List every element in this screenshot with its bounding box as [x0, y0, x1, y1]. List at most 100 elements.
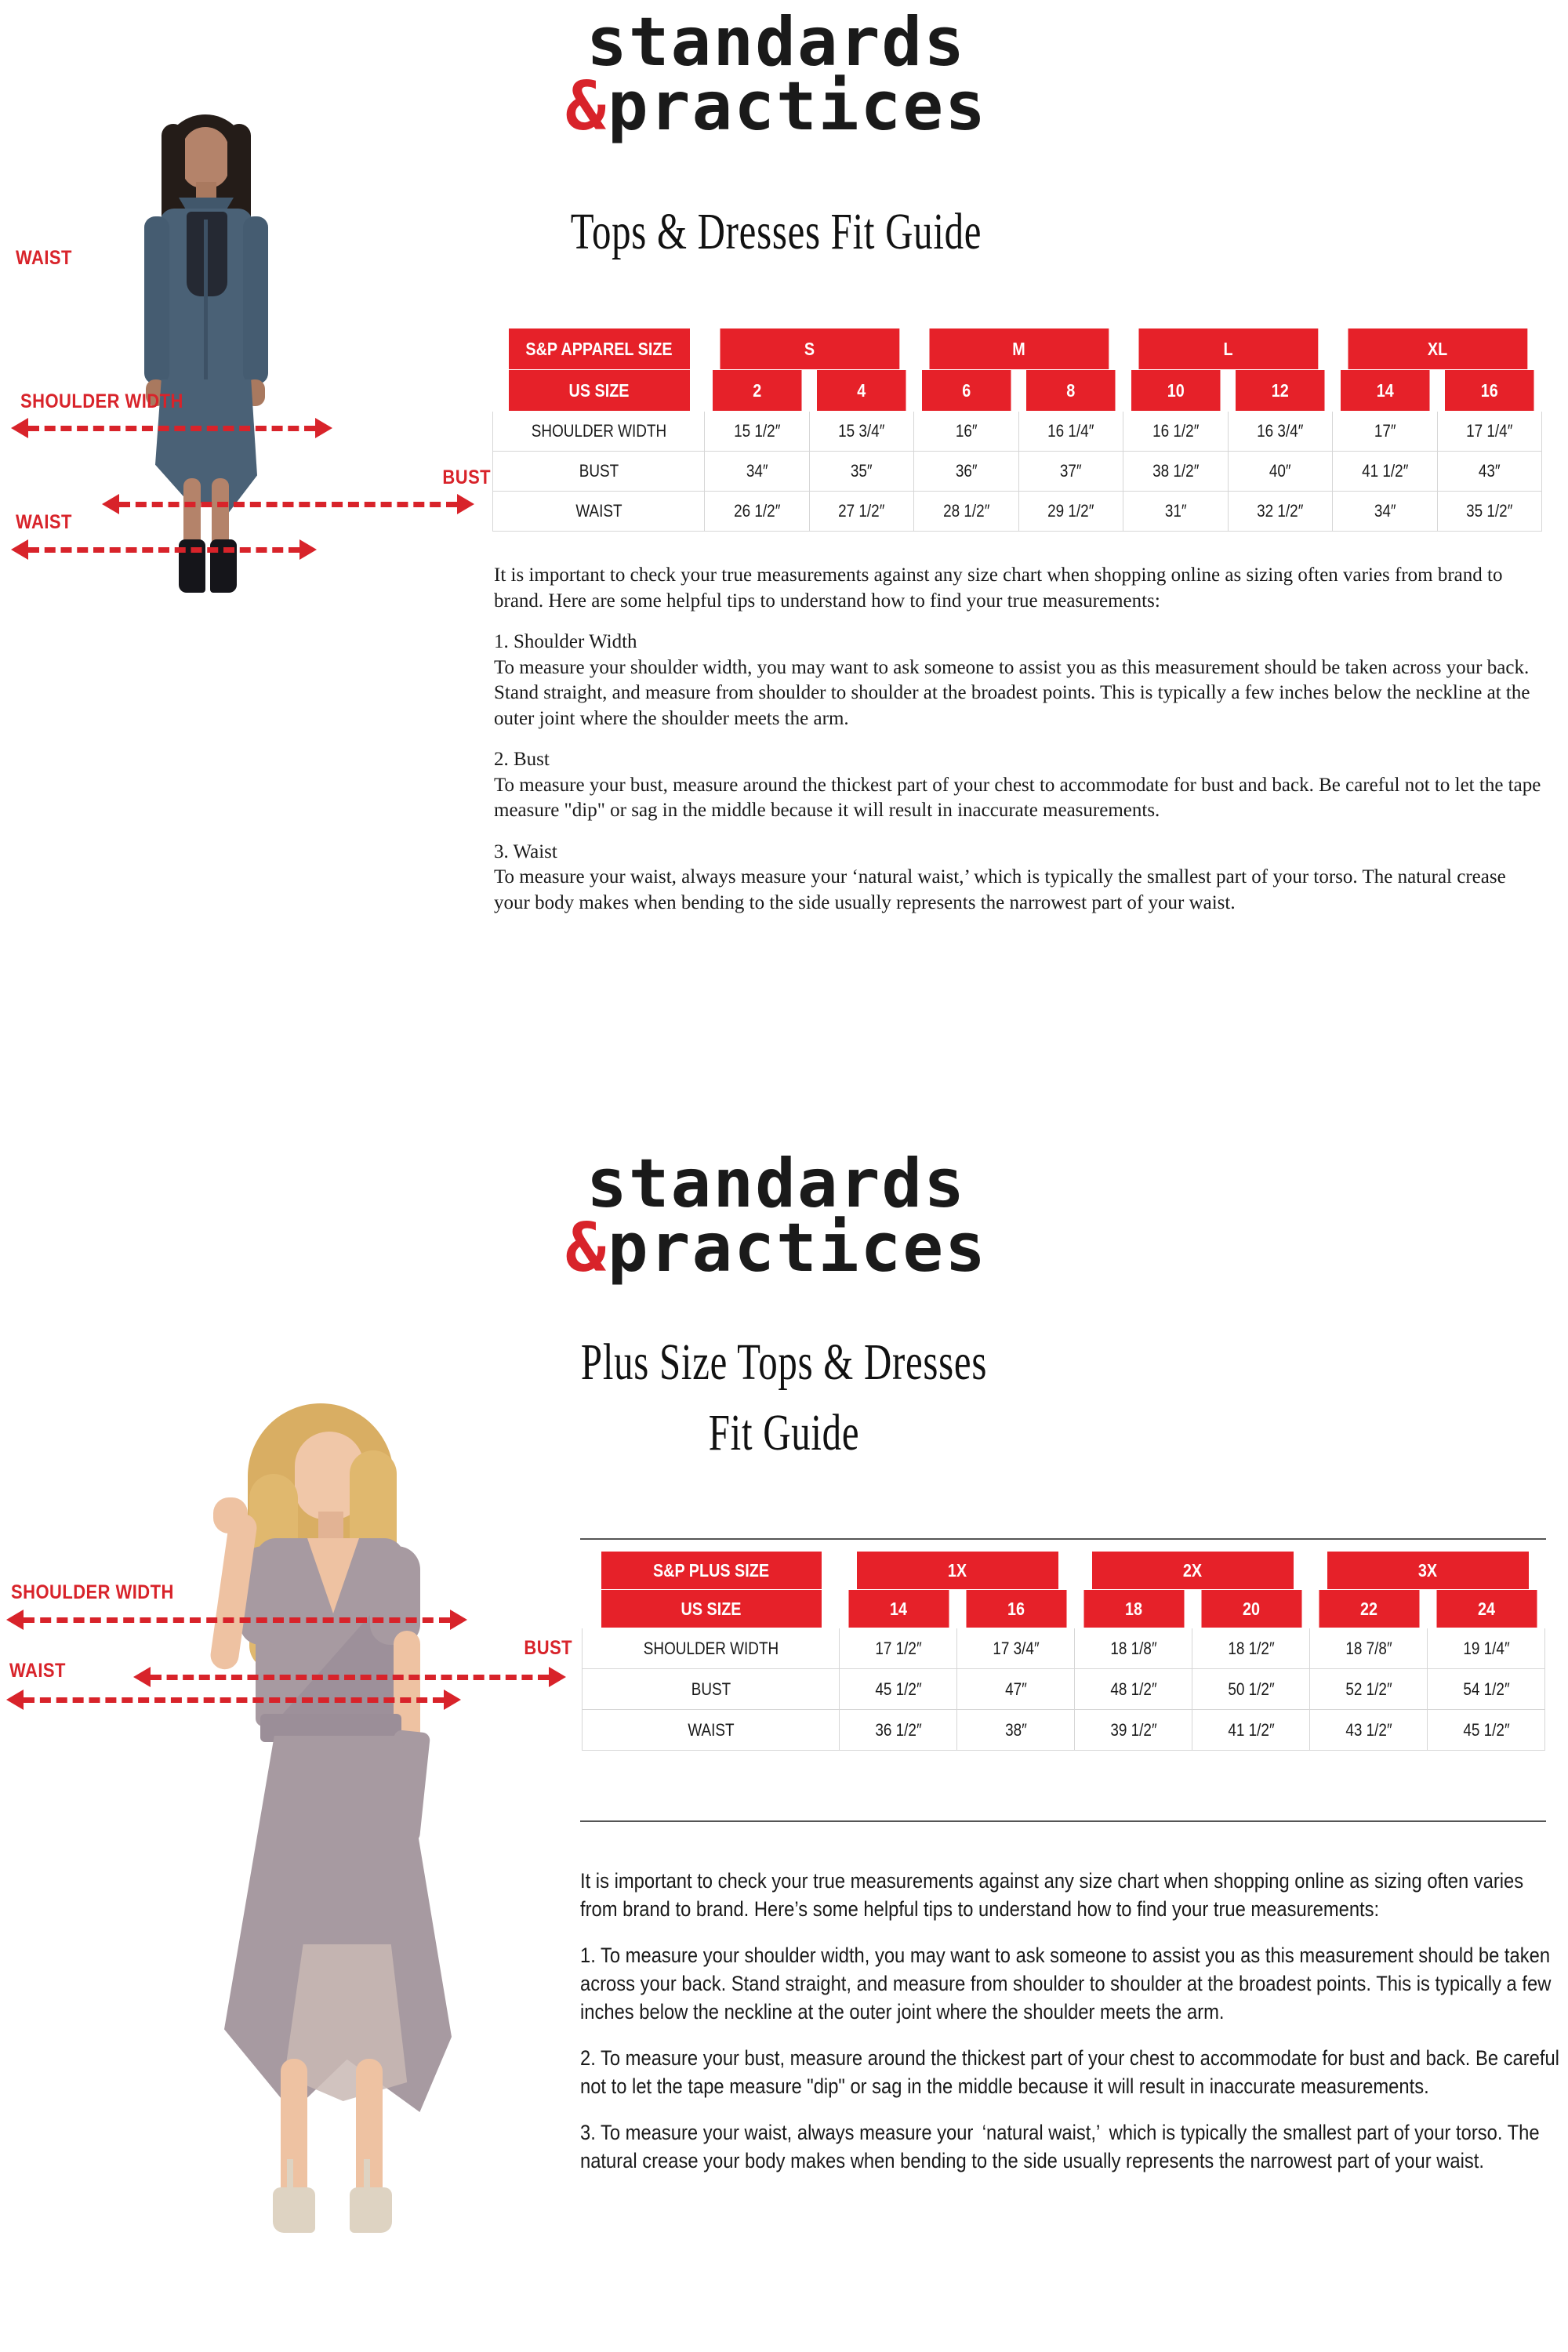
model-heel-strap-left — [287, 2159, 293, 2194]
header-alpha-l: L — [1137, 328, 1319, 370]
model-button-placket — [204, 220, 208, 455]
cell-bust-2: 34″ — [711, 451, 803, 492]
header-alpha-s: S — [718, 328, 900, 370]
header-us-18: 18 — [1082, 1589, 1185, 1628]
cell-bust-20: 50 1/2″ — [1200, 1668, 1302, 1710]
brand-ampersand: & — [565, 1208, 608, 1287]
cell-waist-4: 27 1/2″ — [815, 491, 907, 532]
annotation-arrow-waist-plus — [6, 1690, 461, 1710]
model-leg-right — [212, 478, 229, 550]
header-us-size: US SIZE — [600, 1589, 822, 1628]
cell-bust-18: 48 1/2″ — [1082, 1668, 1185, 1710]
arrowhead-right-icon — [457, 494, 474, 514]
cell-shoulder-14: 17″ — [1339, 411, 1431, 452]
size-chart-standard: S&P APPAREL SIZE S M L XL US SIZE 2 4 6 … — [492, 328, 1542, 532]
annotation-arrow-bust-standard — [102, 494, 474, 514]
section1-tip2-body: To measure your bust, measure around the… — [494, 774, 1541, 822]
header-apparel-size: S&P APPAREL SIZE — [506, 328, 691, 370]
table-header-row-us: US SIZE 14 16 18 20 22 24 — [583, 1589, 1545, 1628]
cell-shoulder-22: 18 7/8″ — [1317, 1628, 1420, 1669]
row-label-waist: WAIST — [506, 491, 691, 532]
header-plus-size: S&P PLUS SIZE — [600, 1551, 822, 1590]
arrowhead-left-icon — [11, 418, 28, 438]
header-alpha-xl: XL — [1346, 328, 1528, 370]
cell-bust-16: 43″ — [1443, 451, 1535, 492]
row-label-shoulder-width: SHOULDER WIDTH — [506, 411, 691, 452]
cell-shoulder-16: 17 1/4″ — [1443, 411, 1535, 452]
section1-copy: It is important to check your true measu… — [494, 563, 1544, 931]
cell-waist-14: 36 1/2″ — [847, 1709, 949, 1751]
arrowhead-left-icon — [11, 539, 28, 560]
model-leg-left — [281, 2059, 307, 2200]
cell-bust-14: 45 1/2″ — [847, 1668, 949, 1710]
annotation-label-shoulder-width-plus: SHOULDER WIDTH — [11, 1581, 174, 1603]
header-us-12: 12 — [1234, 369, 1326, 412]
cell-waist-8: 29 1/2″ — [1025, 491, 1116, 532]
cell-shoulder-4: 15 3/4″ — [815, 411, 907, 452]
table-row: WAIST 26 1/2″ 27 1/2″ 28 1/2″ 29 1/2″ 31… — [493, 491, 1542, 532]
section2-title-line1: Plus Size Tops & Dresses — [580, 1334, 988, 1391]
section2-intro: It is important to check your true measu… — [580, 1869, 1524, 1921]
arrowhead-left-icon — [133, 1667, 151, 1687]
header-us-10: 10 — [1130, 369, 1221, 412]
section2-copy: It is important to check your true measu… — [580, 1867, 1560, 2194]
table-header-row-alpha: S&P APPAREL SIZE S M L XL — [493, 328, 1542, 370]
cell-waist-2: 26 1/2″ — [711, 491, 803, 532]
arrowhead-right-icon — [299, 539, 317, 560]
model-sleeve-right — [370, 1546, 420, 1645]
section1-tip1-body: To measure your shoulder width, you may … — [494, 656, 1530, 729]
cell-waist-12: 32 1/2″ — [1234, 491, 1326, 532]
section2-tip2: 2. To measure your bust, measure around … — [580, 2046, 1559, 2098]
section1-tip3-body: To measure your waist, always measure yo… — [494, 866, 1506, 913]
header-us-8: 8 — [1025, 369, 1116, 412]
cell-bust-8: 37″ — [1025, 451, 1116, 492]
cell-waist-14: 34″ — [1339, 491, 1431, 532]
brand-logo-line2: &practices — [486, 1214, 1066, 1282]
divider-below-plus-table — [580, 1820, 1546, 1822]
annotation-label-bust-standard: BUST — [442, 466, 492, 488]
cell-shoulder-2: 15 1/2″ — [711, 411, 803, 452]
model-leg-left — [183, 478, 201, 550]
brand-logo-practices: practices — [607, 67, 987, 146]
cell-shoulder-10: 16 1/2″ — [1130, 411, 1221, 452]
section2-size-table-wrap: S&P PLUS SIZE 1X 2X 3X US SIZE 14 16 18 … — [582, 1551, 1544, 1751]
arrowhead-left-icon — [6, 1610, 24, 1630]
header-us-16: 16 — [964, 1589, 1067, 1628]
section2-tip3: 3. To measure your waist, always measure… — [580, 2121, 1540, 2172]
section2-title-line2: Fit Guide — [708, 1404, 860, 1461]
table-header-row-us: US SIZE 2 4 6 8 10 12 14 16 — [493, 369, 1542, 412]
header-us-16: 16 — [1443, 369, 1535, 412]
brand-logo-top: standards &practices — [486, 3, 1066, 140]
divider-above-plus-table — [580, 1538, 1546, 1540]
cell-bust-6: 36″ — [920, 451, 1012, 492]
table-row: BUST 45 1/2″ 47″ 48 1/2″ 50 1/2″ 52 1/2″… — [583, 1668, 1545, 1710]
annotation-label-waist-plus: WAIST — [9, 1660, 66, 1682]
header-us-14: 14 — [847, 1589, 949, 1628]
model-hand-raised — [213, 1497, 248, 1534]
annotation-label-shoulder-width-standard: SHOULDER WIDTH — [20, 390, 183, 412]
cell-waist-20: 41 1/2″ — [1200, 1709, 1302, 1751]
cell-shoulder-18: 18 1/8″ — [1082, 1628, 1185, 1669]
brand-logo-line1: standards — [586, 3, 966, 82]
row-label-waist: WAIST — [600, 1709, 822, 1751]
model-heel-strap-right — [364, 2159, 370, 2194]
arrowhead-left-icon — [102, 494, 119, 514]
annotation-arrow-shoulder-width-plus — [6, 1610, 467, 1630]
header-alpha-m: M — [927, 328, 1109, 370]
header-us-4: 4 — [815, 369, 907, 412]
header-us-14: 14 — [1339, 369, 1431, 412]
arrowhead-right-icon — [549, 1667, 566, 1687]
table-row: BUST 34″ 35″ 36″ 37″ 38 1/2″ 40″ 41 1/2″… — [493, 451, 1542, 492]
table-header-row-alpha: S&P PLUS SIZE 1X 2X 3X — [583, 1551, 1545, 1590]
arrowhead-left-icon — [6, 1690, 24, 1710]
arrowhead-right-icon — [450, 1610, 467, 1630]
cell-bust-4: 35″ — [815, 451, 907, 492]
model-heel-left — [273, 2187, 315, 2233]
brand-logo-bottom: standards &practices — [486, 1150, 1066, 1282]
header-alpha-2x: 2X — [1091, 1551, 1294, 1590]
cell-waist-18: 39 1/2″ — [1082, 1709, 1185, 1751]
cell-shoulder-20: 18 1/2″ — [1200, 1628, 1302, 1669]
row-label-shoulder-width: SHOULDER WIDTH — [600, 1628, 822, 1669]
cell-waist-10: 31″ — [1130, 491, 1221, 532]
cell-shoulder-14: 17 1/2″ — [847, 1628, 949, 1669]
